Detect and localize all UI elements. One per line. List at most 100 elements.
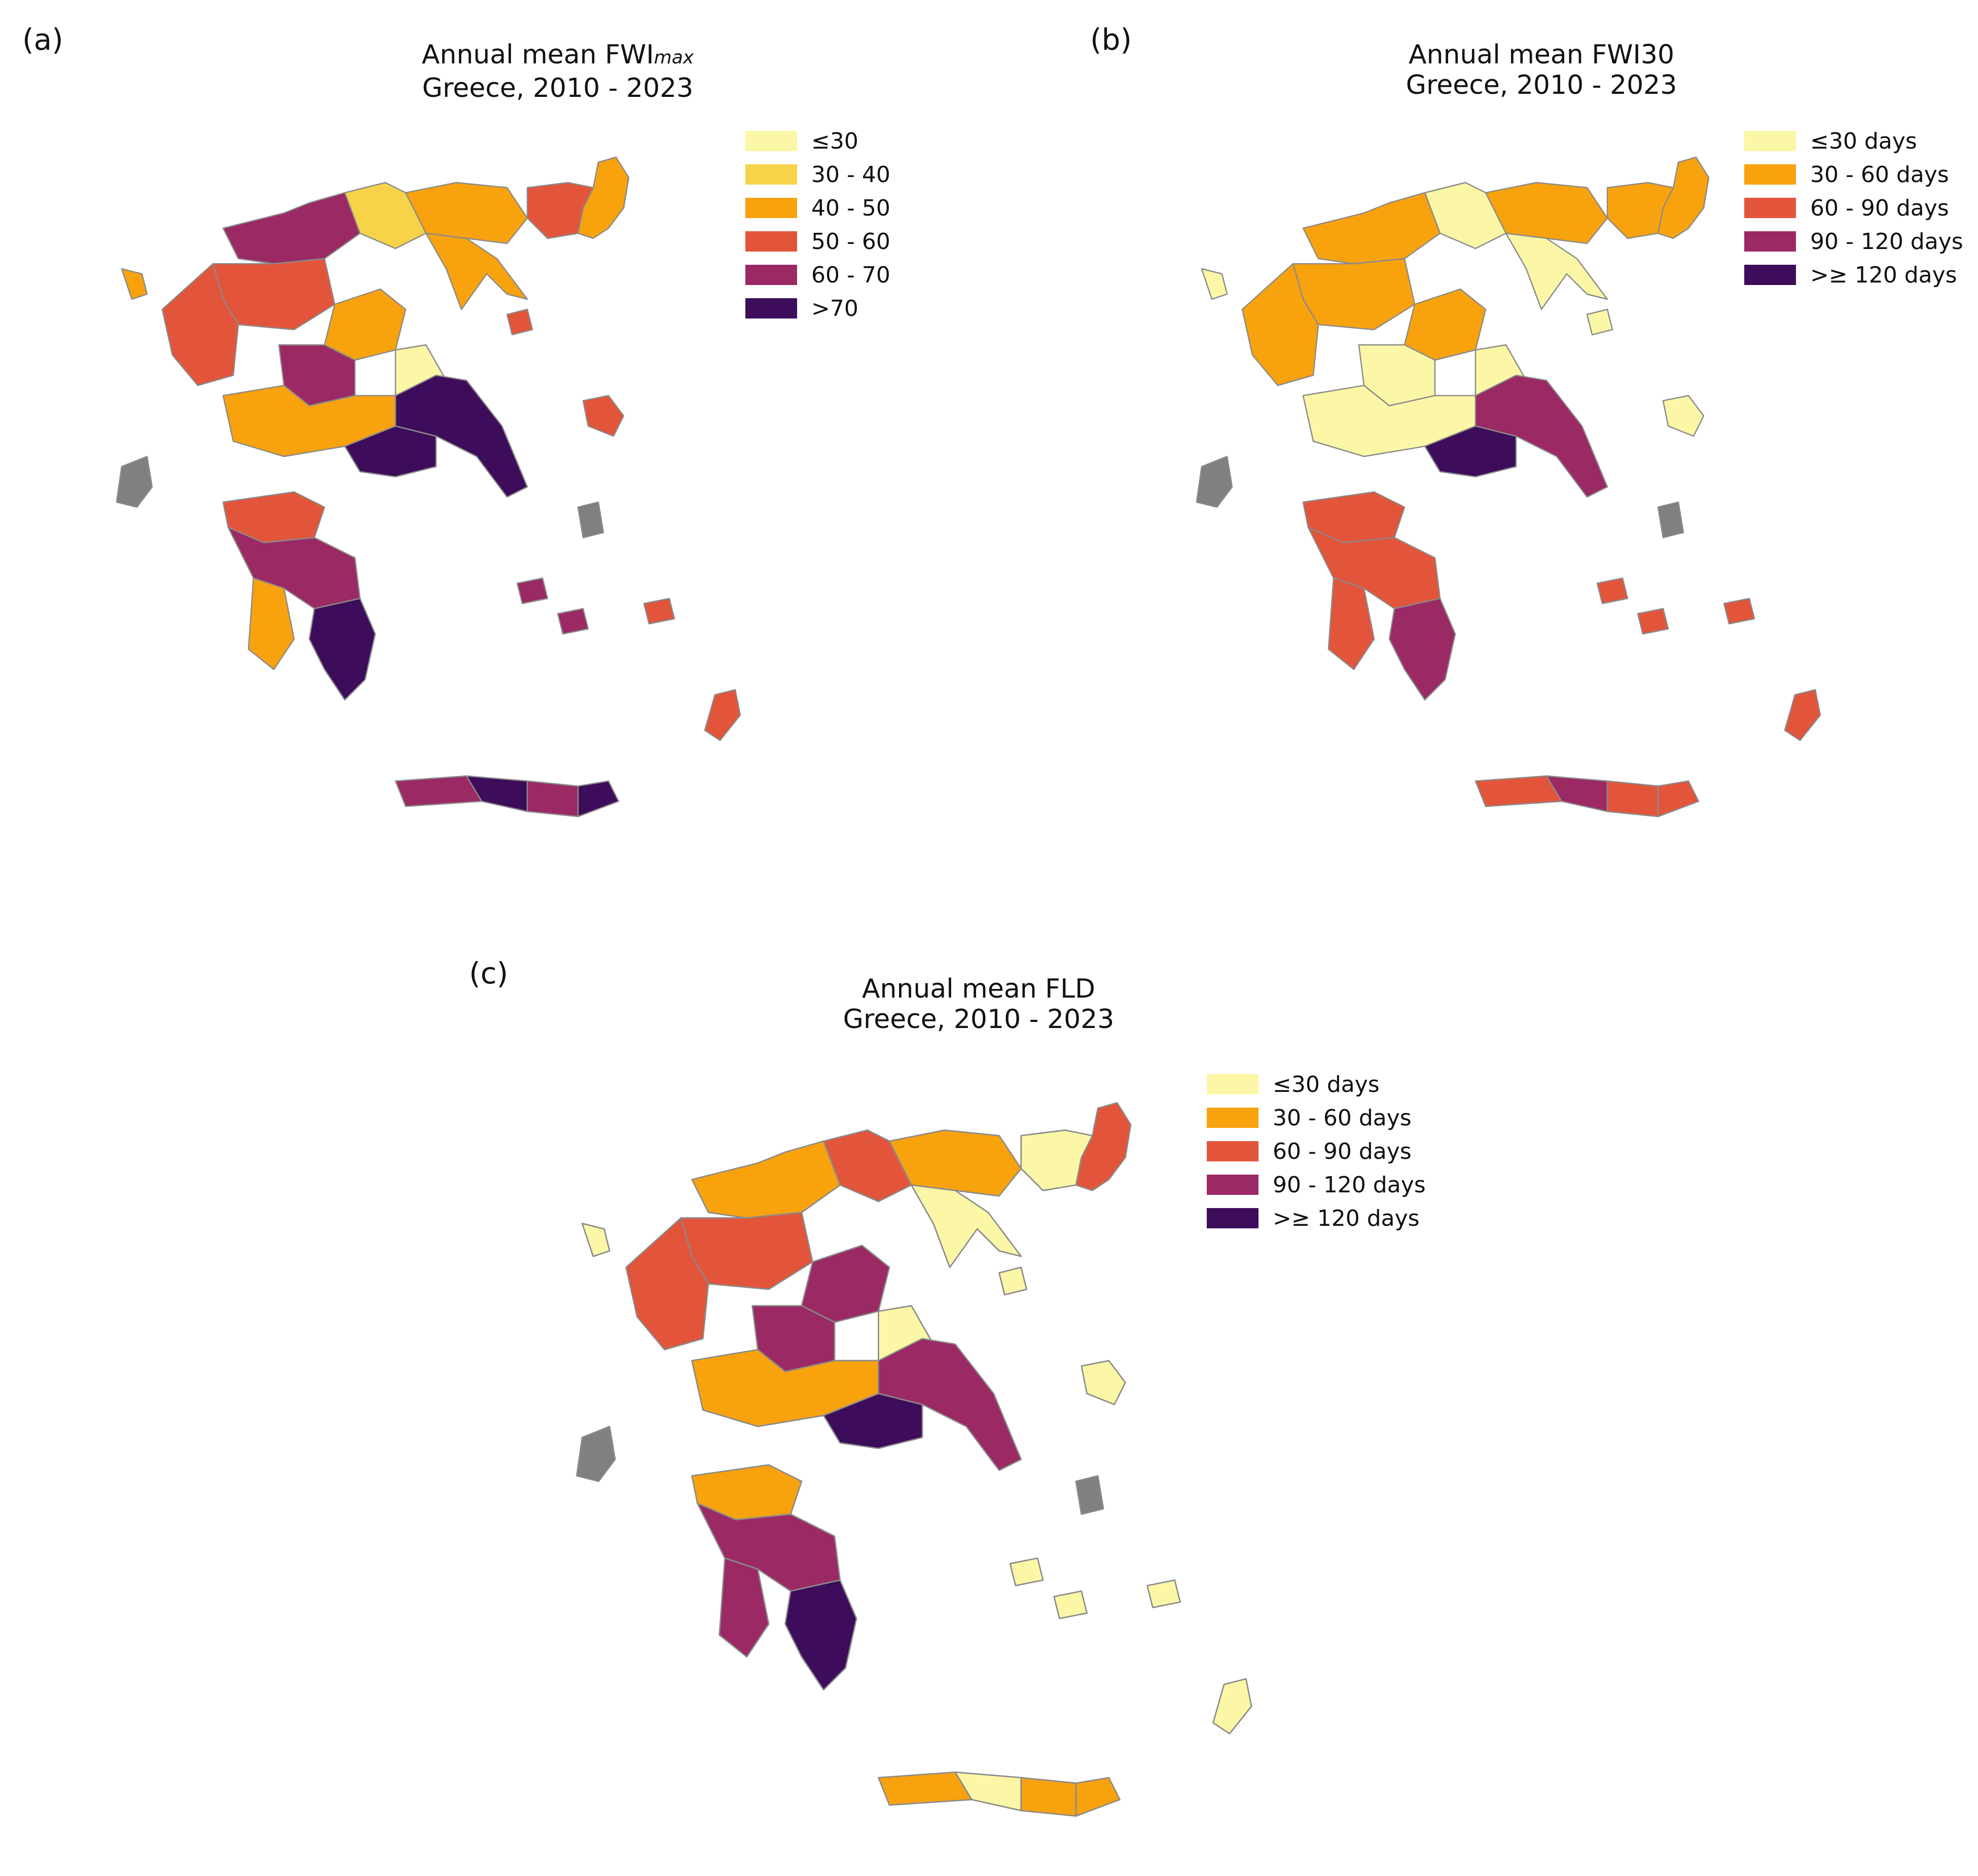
region-thrace-mid [526, 182, 594, 239]
legend-label: 30 - 60 days [1810, 161, 1949, 188]
legend-item: 50 - 60 [745, 225, 890, 258]
region-cyclades-1 [516, 577, 549, 605]
region-peloponnese-s [1388, 597, 1456, 701]
legend-item: 90 - 120 days [1744, 225, 1963, 258]
region-chios [577, 501, 604, 539]
region-ionian [116, 455, 153, 508]
legend-item: >≥ 120 days [1207, 1201, 1426, 1235]
legend-item: 30 - 40 [745, 158, 890, 191]
title-subscript-a: max [654, 47, 694, 68]
legend-item: >≥ 120 days [1744, 258, 1963, 292]
legend-swatch [1207, 1141, 1258, 1161]
region-crete-far-e [1075, 1777, 1121, 1817]
map-greece-b [1196, 156, 1821, 818]
legend-swatch [745, 265, 797, 285]
legend-item: 60 - 70 [745, 258, 890, 292]
legend-swatch [1744, 231, 1796, 252]
legend-swatch [1207, 1208, 1258, 1228]
legend-item: 60 - 90 days [1207, 1135, 1426, 1168]
legend-label: ≤30 days [1810, 128, 1917, 154]
region-dodecanese [1723, 597, 1755, 625]
region-rhodes [1784, 689, 1821, 741]
title-main-c: Annual mean FLD [861, 974, 1096, 1004]
legend-swatch [745, 198, 797, 218]
region-epirus [625, 1217, 709, 1351]
region-lesvos [1662, 395, 1705, 437]
map-greece-c [576, 1102, 1252, 1817]
region-peloponnese-c [227, 526, 361, 610]
legend-swatch [745, 164, 797, 185]
legend-item: ≤30 days [1744, 124, 1963, 158]
region-evia [1474, 374, 1608, 498]
legend-item: ≤30 [745, 124, 890, 158]
legend-swatch [1744, 164, 1796, 185]
region-cyclades-1 [1596, 577, 1629, 605]
legend-label: >≥ 120 days [1810, 262, 1957, 288]
legend-label: 60 - 90 days [1810, 195, 1949, 221]
legend-label: 60 - 90 days [1273, 1138, 1412, 1164]
region-lemnos [998, 1266, 1027, 1296]
region-evia [394, 374, 528, 498]
title-subtitle-b: Greece, 2010 - 2023 [1406, 70, 1677, 100]
region-corfu [581, 1222, 610, 1257]
region-evia [878, 1338, 1022, 1471]
region-chalkidiki [1505, 232, 1608, 310]
region-ionian [1196, 455, 1233, 508]
legend-item: 40 - 50 [745, 191, 890, 225]
title-subtitle-a: Greece, 2010 - 2023 [422, 73, 694, 103]
region-peloponnese-c [1307, 526, 1441, 610]
region-epirus [161, 263, 239, 386]
region-macedonia-nw [691, 1140, 841, 1219]
region-crete-e [1020, 1777, 1077, 1817]
legend-item: 60 - 90 days [1744, 191, 1963, 225]
region-peloponnese-s [308, 597, 376, 701]
region-crete-far-e [577, 780, 620, 818]
legend-swatch [745, 298, 797, 318]
region-lesvos [1081, 1360, 1126, 1405]
legend-label: ≤30 [811, 128, 858, 154]
legend-label: 50 - 60 [811, 228, 890, 255]
region-thessaly-n [323, 288, 407, 361]
legend-a: ≤30 30 - 40 40 - 50 50 - 60 60 - 70 >70 [745, 124, 890, 325]
region-rhodes [704, 689, 741, 741]
legend-item: 90 - 120 days [1207, 1168, 1426, 1201]
legend-label: >70 [811, 295, 858, 322]
legend-swatch [745, 231, 797, 252]
region-macedonia-nw [222, 192, 361, 265]
map-title-c: Annual mean FLD Greece, 2010 - 2023 [674, 974, 1283, 1035]
legend-item: 30 - 60 days [1207, 1101, 1426, 1135]
legend-swatch [745, 131, 797, 151]
region-thrace-mid [1606, 182, 1674, 239]
legend-item: >70 [745, 292, 890, 325]
map-title-a: Annual mean FWImax Greece, 2010 - 2023 [254, 40, 862, 103]
title-subtitle-c: Greece, 2010 - 2023 [843, 1004, 1114, 1035]
region-peloponnese-w [247, 577, 295, 670]
region-corfu [1201, 268, 1228, 300]
region-cyclades-1 [1009, 1557, 1044, 1586]
legend-swatch [1744, 131, 1796, 151]
title-main-b: Annual mean FWI30 [1408, 40, 1675, 70]
legend-label: 40 - 50 [811, 195, 890, 221]
region-thessaly-n [801, 1245, 890, 1323]
region-cyclades-2 [1637, 608, 1669, 635]
panel-label-c: (c) [469, 956, 509, 990]
legend-swatch [1207, 1074, 1258, 1094]
legend-c: ≤30 days 30 - 60 days 60 - 90 days 90 - 120… [1207, 1068, 1426, 1235]
region-corfu [121, 268, 148, 300]
legend-label: 30 - 60 days [1273, 1105, 1412, 1131]
panel-label-a: (a) [22, 22, 63, 57]
region-crete-e [526, 780, 579, 818]
legend-label: 90 - 120 days [1810, 228, 1963, 255]
legend-item: ≤30 days [1207, 1068, 1426, 1101]
legend-label: 30 - 40 [811, 161, 890, 188]
region-crete-far-e [1657, 780, 1700, 818]
region-chalkidiki [911, 1184, 1022, 1268]
region-thrace-mid [1020, 1129, 1093, 1191]
legend-b: ≤30 days 30 - 60 days 60 - 90 days 90 - 120… [1744, 124, 1963, 292]
region-dodecanese [1146, 1579, 1181, 1609]
legend-item: 30 - 60 days [1744, 158, 1963, 191]
region-cyclades-2 [557, 608, 589, 635]
map-title-b: Annual mean FWI30 Greece, 2010 - 2023 [1237, 40, 1846, 100]
region-macedonia-nw [1302, 192, 1441, 265]
legend-label: 90 - 120 days [1273, 1172, 1426, 1198]
